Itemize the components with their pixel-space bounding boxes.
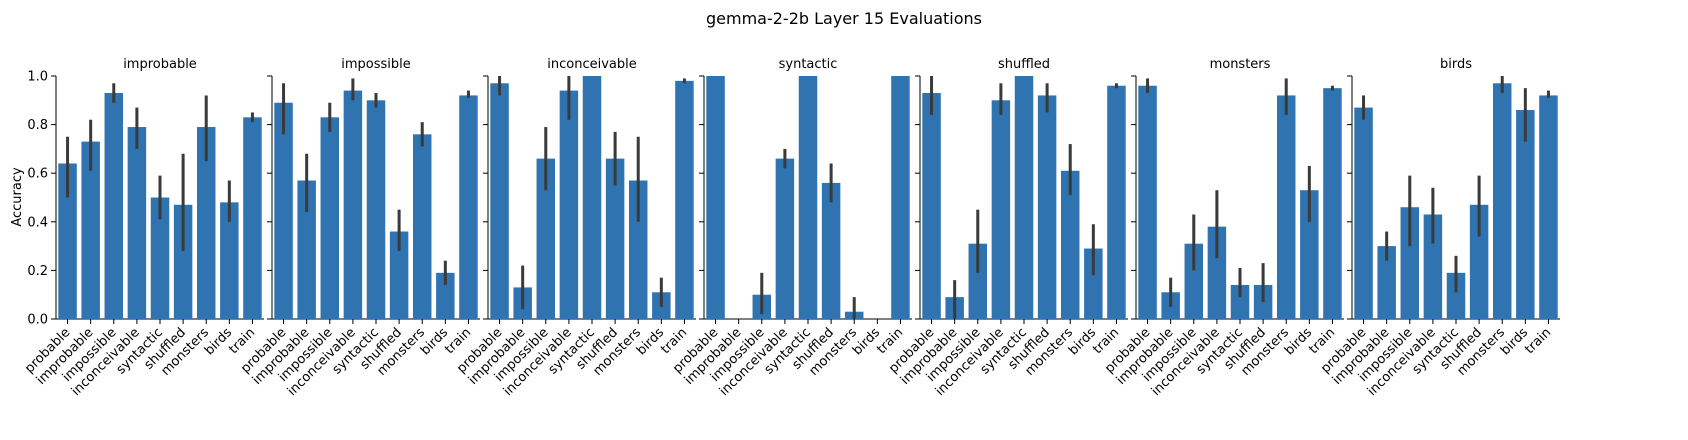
bar-probable — [274, 102, 293, 319]
bar-inconceivable — [127, 127, 147, 319]
panel-title: improbable — [123, 57, 197, 72]
panels: improbable0.00.20.40.60.81.0probableimpr… — [22, 57, 1560, 399]
chart-title: gemma-2-2b Layer 15 Evaluations — [706, 9, 982, 28]
x-tick-label-train: train — [1522, 325, 1554, 357]
panel-syntactic: syntacticprobableimprobableimpossibleinc… — [670, 57, 912, 399]
bar-syntactic — [150, 197, 170, 319]
bar-impossible — [536, 158, 556, 319]
y-tick-label: 1.0 — [27, 70, 48, 85]
bar-impossible — [1184, 243, 1204, 319]
bar-train — [1323, 88, 1342, 320]
bar-train — [459, 95, 478, 319]
bar-probable — [58, 163, 77, 319]
panel-title: inconceivable — [547, 57, 636, 72]
bar-monsters — [1060, 170, 1080, 319]
bar-syntactic — [1014, 76, 1034, 319]
bar-shuffled — [1469, 204, 1489, 319]
bar-birds — [1516, 110, 1535, 320]
y-axis-label: Accuracy — [10, 167, 25, 227]
bar-train — [891, 76, 910, 319]
bar-inconceivable — [559, 90, 579, 319]
panel-inconceivable: inconceivableprobableimprobableimpossibl… — [454, 57, 696, 399]
bar-train — [675, 80, 694, 319]
bar-monsters — [412, 134, 432, 319]
panel-shuffled: shuffledprobableimprobableimpossibleinco… — [886, 57, 1128, 399]
bar-inconceivable — [1423, 214, 1443, 319]
bar-shuffled — [389, 231, 409, 319]
bar-probable — [922, 93, 941, 319]
bar-inconceivable — [343, 90, 363, 319]
bar-monsters — [196, 127, 216, 319]
panel-title: shuffled — [998, 57, 1050, 72]
bar-shuffled — [1037, 95, 1057, 319]
panel-title: birds — [1440, 57, 1472, 72]
y-tick-label: 0.6 — [27, 167, 48, 182]
y-tick-label: 0.2 — [27, 264, 48, 279]
y-tick-label: 0.8 — [27, 118, 48, 133]
panel-impossible: impossibleprobableimprobableimpossiblein… — [238, 57, 480, 399]
panel-birds: birdsprobableimprobableimpossibleinconce… — [1318, 57, 1560, 399]
panel-improbable: improbable0.00.20.40.60.81.0probableimpr… — [22, 57, 264, 399]
bar-syntactic — [366, 100, 386, 319]
bar-shuffled — [173, 204, 193, 319]
bar-monsters — [1276, 95, 1296, 319]
bar-probable — [490, 83, 509, 319]
bar-birds — [1300, 190, 1319, 319]
bar-birds — [436, 272, 455, 319]
bar-impossible — [1400, 207, 1420, 319]
y-tick-label: 0.0 — [27, 313, 48, 328]
y-tick-label: 0.4 — [27, 215, 48, 230]
bar-birds — [1084, 248, 1103, 319]
bar-improbable — [81, 141, 100, 319]
bar-improbable — [297, 180, 316, 319]
bar-impossible — [968, 243, 988, 319]
panel-title: impossible — [341, 57, 411, 72]
bar-birds — [220, 202, 239, 319]
bar-train — [1539, 95, 1558, 319]
bar-train — [1107, 85, 1126, 319]
bar-improbable — [1377, 246, 1396, 319]
panel-title: monsters — [1210, 57, 1271, 72]
bar-syntactic — [798, 76, 818, 319]
bar-train — [243, 117, 262, 319]
bar-inconceivable — [1207, 226, 1227, 319]
bar-monsters — [1492, 83, 1512, 319]
bar-inconceivable — [991, 100, 1011, 319]
bar-shuffled — [821, 182, 841, 319]
bar-syntactic — [1446, 272, 1466, 319]
bar-probable — [1354, 107, 1373, 319]
bar-syntactic — [582, 76, 602, 319]
bar-impossible — [104, 93, 124, 319]
bar-inconceivable — [775, 158, 795, 319]
bar-probable — [706, 76, 725, 319]
bar-syntactic — [1230, 284, 1250, 319]
bar-monsters — [628, 180, 648, 319]
bar-impossible — [320, 117, 340, 319]
panel-title: syntactic — [779, 57, 838, 72]
bar-shuffled — [605, 158, 625, 319]
panel-monsters: monstersprobableimprobableimpossibleinco… — [1102, 57, 1344, 399]
bar-probable — [1138, 85, 1157, 319]
